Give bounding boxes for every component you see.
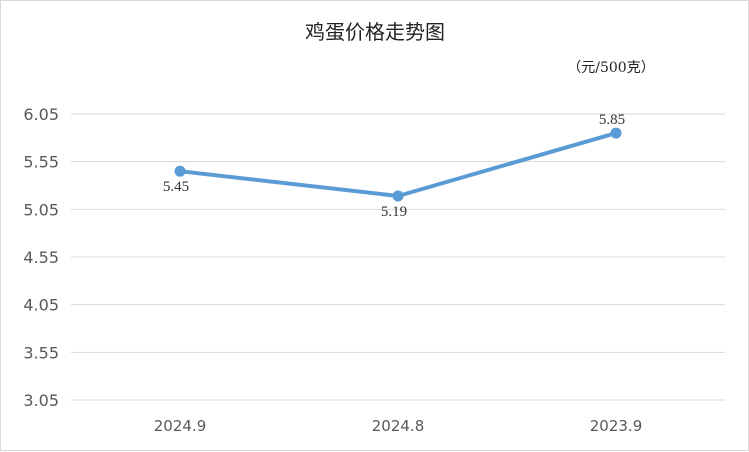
x-axis-ticks: 2024.9 2024.8 2023.9 [154, 417, 643, 435]
data-label: 5.45 [163, 179, 189, 195]
series [174, 127, 622, 202]
y-tick-label: 5.55 [23, 153, 59, 172]
y-tick-label: 6.05 [23, 105, 59, 124]
data-point [392, 190, 404, 202]
series-line [178, 131, 618, 198]
y-tick-label: 4.55 [23, 248, 59, 267]
data-label: 5.19 [381, 204, 407, 220]
data-point [174, 165, 186, 177]
y-tick-label: 4.05 [23, 296, 59, 315]
unit-label: （元/500克） [567, 60, 654, 76]
data-point [610, 127, 622, 139]
y-tick-label: 3.55 [23, 343, 59, 362]
y-axis-ticks: 3.05 3.55 4.05 4.55 5.05 5.55 6.05 [23, 105, 59, 410]
chart-title: 鸡蛋价格走势图 [305, 20, 445, 44]
x-tick-label: 2023.9 [590, 417, 643, 435]
gridlines [71, 113, 725, 401]
y-tick-label: 3.05 [23, 391, 59, 410]
y-tick-label: 5.05 [23, 200, 59, 219]
x-tick-label: 2024.9 [154, 417, 207, 435]
data-labels: 5.45 5.19 5.85 [163, 112, 625, 220]
x-tick-label: 2024.8 [372, 417, 425, 435]
data-label: 5.85 [599, 112, 625, 128]
